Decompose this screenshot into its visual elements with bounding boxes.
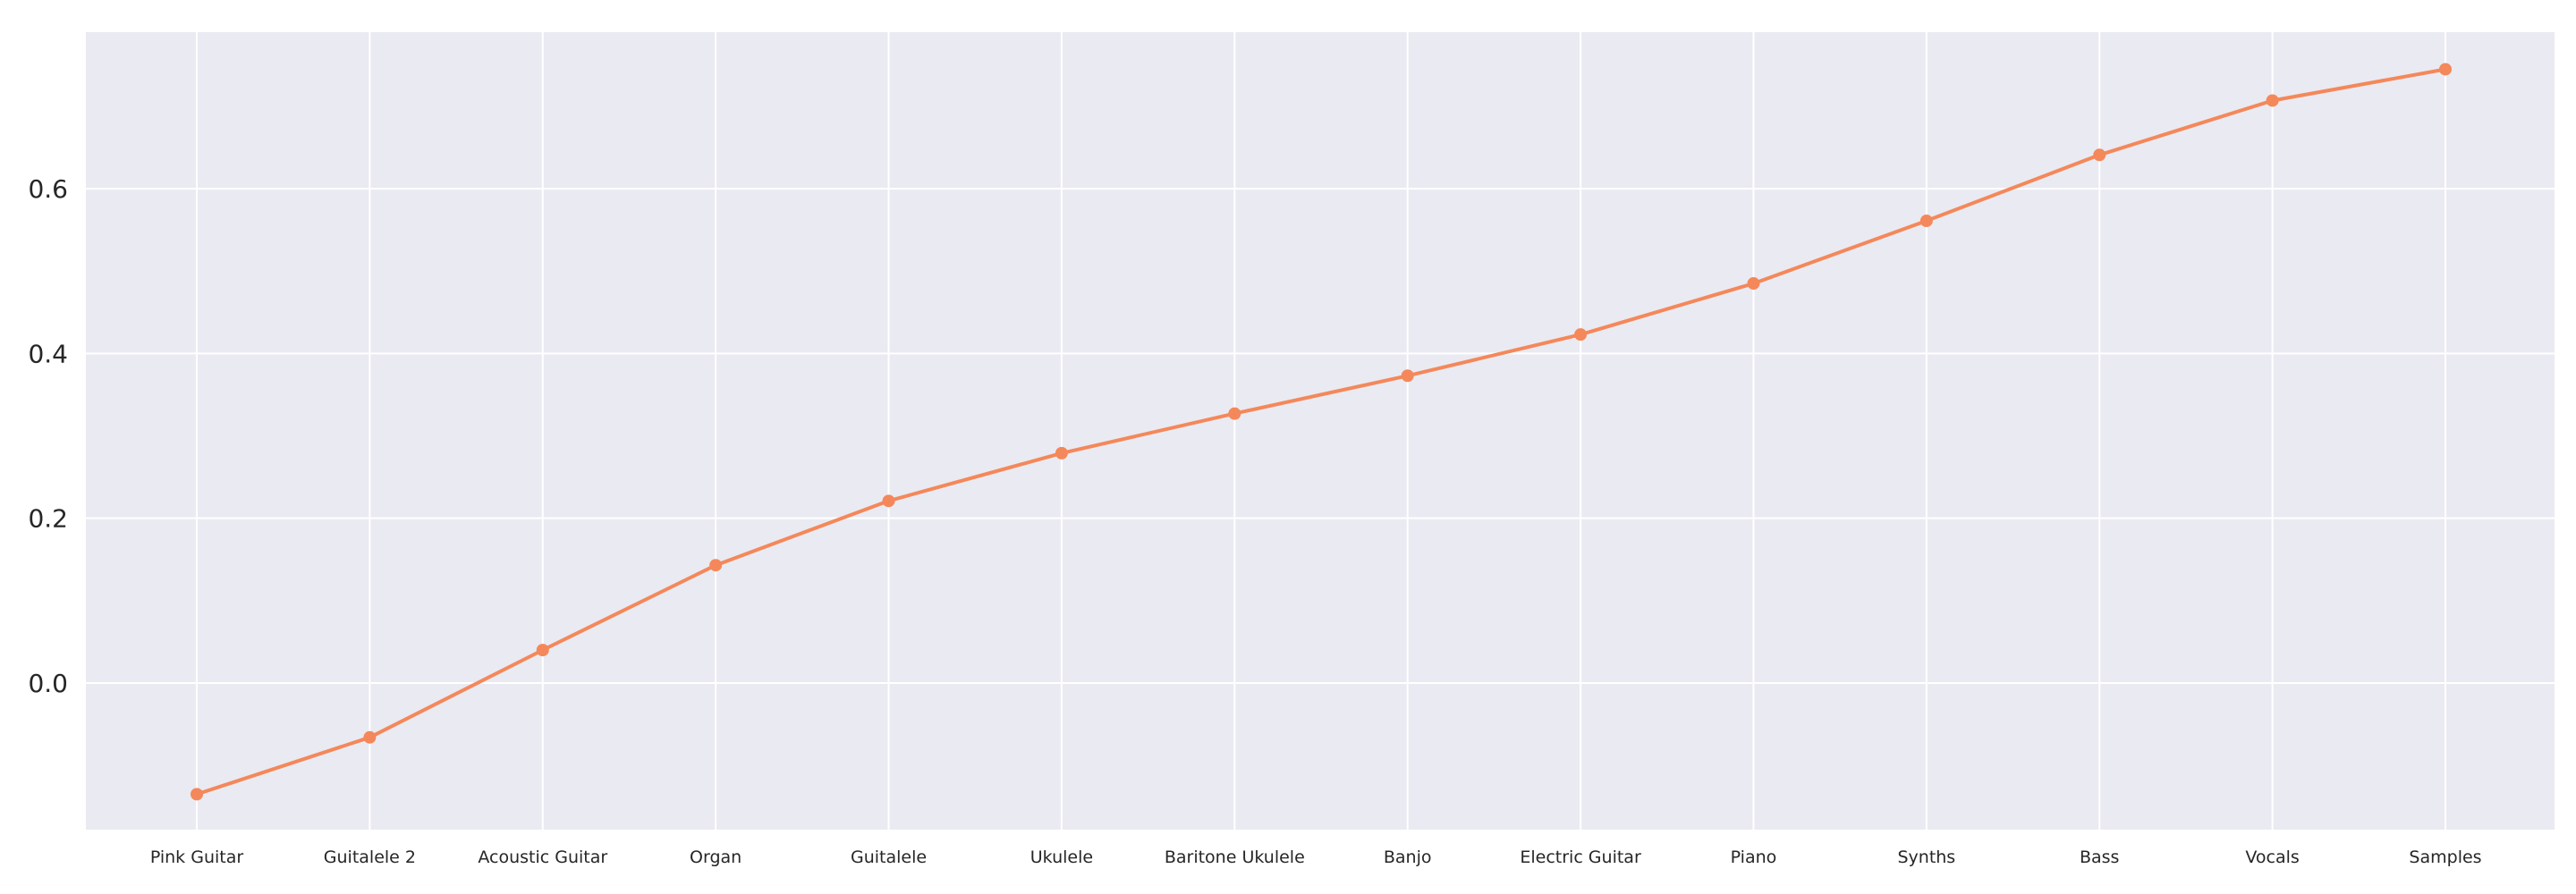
data-point <box>191 788 203 801</box>
data-point <box>709 559 723 572</box>
x-axis-ticks: Pink Guitar Guitalele 2 Acoustic Guitar Org… <box>150 848 2482 867</box>
x-tick-label: Banjo <box>1384 848 1432 867</box>
data-point <box>1055 446 1068 460</box>
data-point <box>2439 63 2452 76</box>
data-point <box>1228 407 1241 420</box>
x-tick-label: Acoustic Guitar <box>478 848 607 867</box>
x-tick-label: Baritone Ukulele <box>1165 848 1305 867</box>
series-line <box>196 67 2446 797</box>
series-markers <box>191 63 2452 801</box>
data-point <box>1574 328 1588 342</box>
data-point <box>882 494 895 508</box>
x-tick-label: Guitalele 2 <box>324 848 416 867</box>
x-tick-label: Piano <box>1731 848 1777 867</box>
x-tick-label: Organ <box>690 848 741 867</box>
x-tick-label: Samples <box>2409 848 2481 867</box>
data-point <box>1919 215 1933 228</box>
data-point <box>2093 148 2106 162</box>
data-point <box>2266 94 2279 107</box>
x-tick-label: Pink Guitar <box>150 848 244 867</box>
y-tick-label: 0.4 <box>28 339 68 368</box>
y-tick-label: 0.6 <box>28 174 68 204</box>
x-tick-label: Vocals <box>2245 848 2299 867</box>
y-tick-label: 0.0 <box>28 669 68 698</box>
data-point <box>536 644 549 657</box>
x-tick-label: Electric Guitar <box>1520 848 1641 867</box>
data-point <box>1401 369 1414 383</box>
x-tick-label: Synths <box>1897 848 1955 867</box>
x-tick-label: Ukulele <box>1030 848 1093 867</box>
y-axis-ticks: 0.0 0.2 0.4 0.6 <box>28 174 68 698</box>
y-tick-label: 0.2 <box>28 504 68 534</box>
grid-lines <box>86 32 2555 830</box>
x-tick-label: Guitalele <box>851 848 927 867</box>
data-point <box>1747 277 1760 291</box>
plot-area <box>86 32 2555 830</box>
data-point <box>363 730 377 744</box>
x-tick-label: Bass <box>2080 848 2119 867</box>
